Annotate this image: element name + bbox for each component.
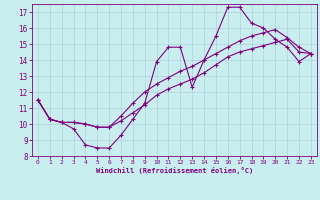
X-axis label: Windchill (Refroidissement éolien,°C): Windchill (Refroidissement éolien,°C) — [96, 167, 253, 174]
